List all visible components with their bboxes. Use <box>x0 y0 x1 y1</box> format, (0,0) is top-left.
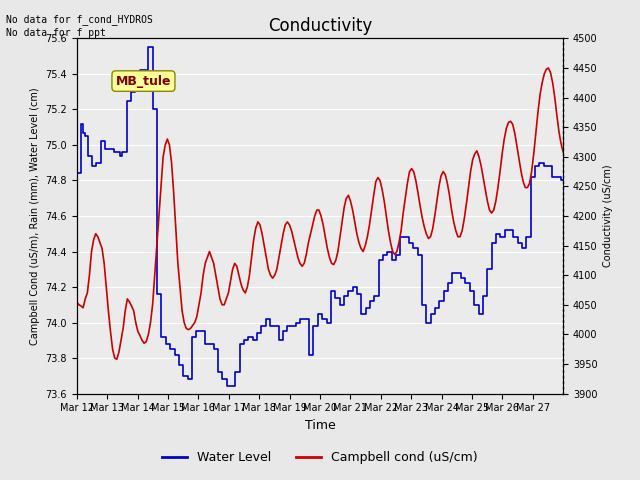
Title: Conductivity: Conductivity <box>268 17 372 36</box>
Y-axis label: Conductivity (uS/cm): Conductivity (uS/cm) <box>604 165 613 267</box>
Legend: Water Level, Campbell cond (uS/cm): Water Level, Campbell cond (uS/cm) <box>157 446 483 469</box>
Y-axis label: Campbell Cond (uS/m), Rain (mm), Water Level (cm): Campbell Cond (uS/m), Rain (mm), Water L… <box>30 87 40 345</box>
X-axis label: Time: Time <box>305 419 335 432</box>
Text: No data for f_cond_HYDROS
No data for f_ppt: No data for f_cond_HYDROS No data for f_… <box>6 14 153 38</box>
Text: MB_tule: MB_tule <box>116 74 172 87</box>
